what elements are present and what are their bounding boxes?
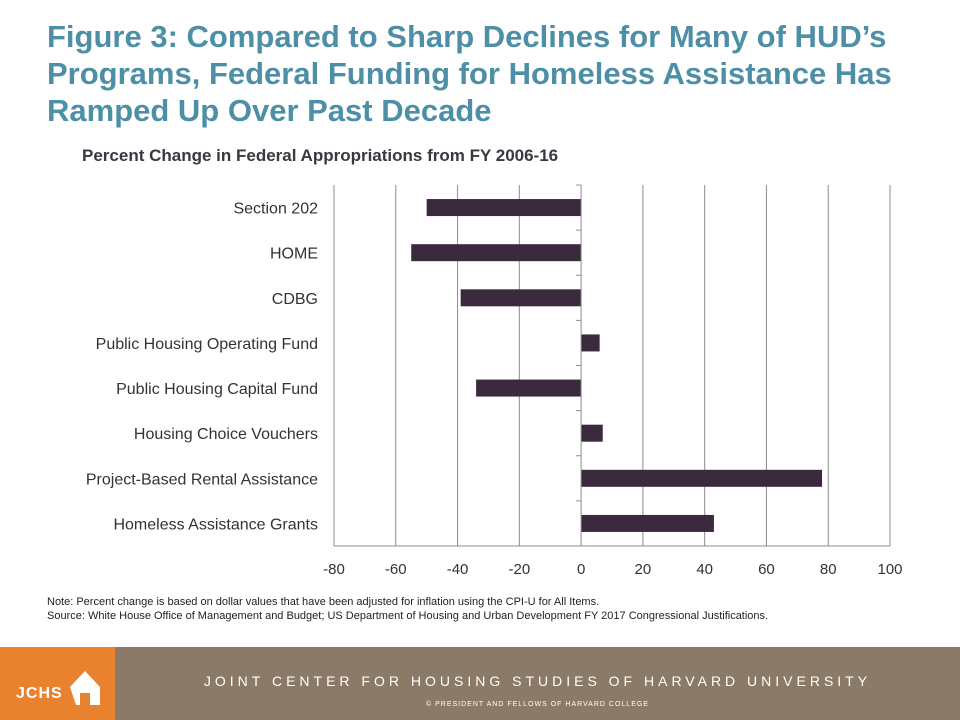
chart-notes: Note: Percent change is based on dollar … (47, 595, 768, 623)
bar (426, 199, 582, 217)
category-label: HOME (270, 246, 318, 263)
category-label: Public Housing Operating Fund (96, 336, 318, 353)
axes (334, 184, 890, 547)
x-tick-label: 60 (758, 561, 775, 578)
footer-band: JOINT CENTER FOR HOUSING STUDIES OF HARV… (115, 647, 960, 720)
bar (581, 514, 714, 532)
note-text: Note: Percent change is based on dollar … (47, 596, 600, 608)
x-tick-label: 0 (577, 561, 585, 578)
category-labels: -80 -60 -40 -20 0 20 40 60 80 100 Section 202 HOME C… (86, 201, 903, 578)
x-tick-label: 100 (877, 561, 902, 578)
x-tick-label: -80 (323, 561, 345, 578)
bar (581, 334, 600, 352)
x-tick-label: 20 (635, 561, 652, 578)
figure-title: Figure 3: Compared to Sharp Declines for… (47, 19, 892, 128)
bar (581, 469, 823, 487)
footer-organization: JOINT CENTER FOR HOUSING STUDIES OF HARV… (203, 673, 872, 689)
bars (411, 199, 823, 532)
source-text: Source: White House Office of Management… (47, 610, 769, 622)
x-tick-label: -60 (385, 561, 407, 578)
x-tick-label: 80 (820, 561, 837, 578)
category-label: Project-Based Rental Assistance (86, 471, 318, 488)
category-label: Housing Choice Vouchers (134, 426, 318, 443)
jchs-logo: JCHS (0, 647, 115, 720)
logo-text: JCHS (16, 685, 63, 702)
bar (411, 244, 582, 262)
footer-copyright: © PRESIDENT AND FELLOWS OF HARVARD COLLE… (426, 701, 649, 708)
bar (581, 424, 603, 442)
x-tick-label: -40 (447, 561, 469, 578)
category-label: CDBG (272, 291, 318, 308)
house-icon (70, 671, 100, 705)
gridlines (333, 185, 891, 546)
bar (476, 379, 582, 397)
x-tick-label: 40 (696, 561, 713, 578)
category-label: Homeless Assistance Grants (113, 516, 318, 533)
category-label: Public Housing Capital Fund (116, 381, 318, 398)
x-tick-label: -20 (508, 561, 530, 578)
bar-chart: -80 -60 -40 -20 0 20 40 60 80 100 Section 202 HOME C… (86, 184, 903, 578)
chart-subtitle: Percent Change in Federal Appropriations… (82, 146, 559, 165)
bar (460, 289, 582, 307)
category-label: Section 202 (233, 201, 318, 218)
